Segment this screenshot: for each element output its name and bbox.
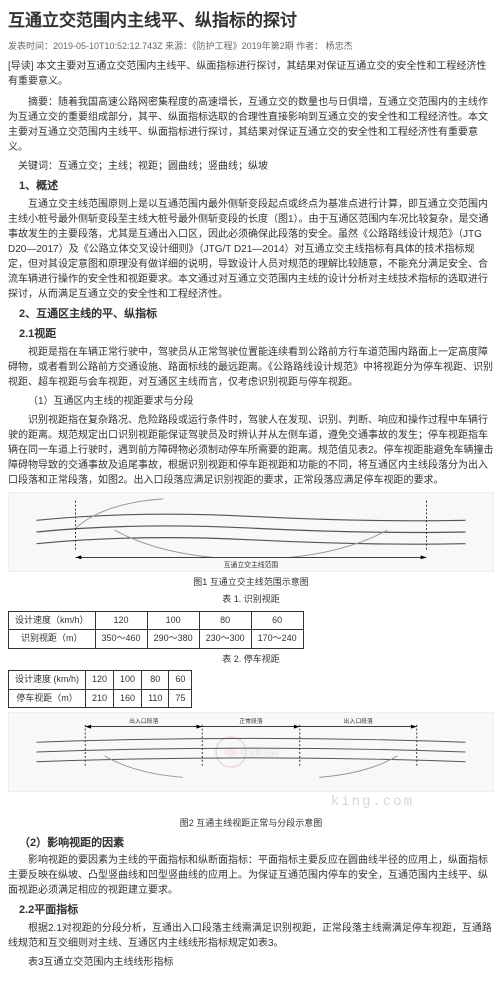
section-21-heading: 2.1视距	[8, 326, 494, 343]
table-cell: 170～240	[251, 630, 303, 649]
table-cell: 60	[251, 611, 303, 630]
table-1: 设计速度（km/h） 120 100 80 60 识别视距（m） 350～460…	[8, 611, 304, 649]
table-cell: 停车视距（m）	[9, 689, 86, 708]
table-2: 设计速度 (km/h) 120 100 80 60 停车视距（m） 210 16…	[8, 670, 192, 708]
table-cell: 120	[95, 611, 147, 630]
meta-line: 发表时间：2019-05-10T10:52:12.743Z 来源：《防护工程》2…	[8, 40, 494, 54]
table-cell: 210	[86, 689, 114, 708]
section-2-heading: 2、互通区主线的平、纵指标	[8, 306, 494, 323]
guide-line: [导读] 本文主要对互通立交范围内主线平、纵面指标进行探讨，其结果对保证互通立交…	[8, 59, 494, 89]
section-21-p2: （1）互通区内主线的视距要求与分段	[8, 394, 494, 409]
table-cell: 60	[169, 671, 192, 690]
table-cell: 230～300	[199, 630, 251, 649]
section-23-p2: 表3互通立交范围内主线线形指标	[8, 955, 494, 970]
figure-1: 互通立交主线范围	[8, 492, 494, 572]
page-title: 互通立交范围内主线平、纵指标的探讨	[8, 8, 494, 34]
table-row: 停车视距（m） 210 160 110 75	[9, 689, 192, 708]
table-cell: 100	[114, 671, 142, 690]
figure-1-caption: 图1 互通立交主线范围示意图	[8, 576, 494, 590]
table-cell: 120	[86, 671, 114, 690]
table-1-title: 表 1. 识别视距	[8, 593, 494, 607]
fig1-label: 互通立交主线范围	[224, 560, 279, 569]
section-23-heading: 2.2平面指标	[8, 902, 494, 919]
section-1-p1: 互通立交主线范围原则上是以互通范围内最外侧斩变段起点或终点为基准点进行计算，即互…	[8, 197, 494, 302]
section-1-heading: 1、概述	[8, 178, 494, 195]
figure-2-caption: 图2 互通主线视距正常与分段示意图	[8, 817, 494, 831]
watermark-url: king.com	[8, 792, 414, 813]
section-22-heading: （2）影响视距的因素	[8, 835, 494, 852]
section-23-p1: 根据2.1对视距的分段分析，互通出入口段落主线需满足识别视距，正常段落主线需满足…	[8, 921, 494, 951]
table-row: 设计速度 (km/h) 120 100 80 60	[9, 671, 192, 690]
table-cell: 350～460	[95, 630, 147, 649]
svg-text:正常段落: 正常段落	[239, 717, 263, 725]
table-cell: 识别视距（m）	[9, 630, 96, 649]
table-cell: 100	[147, 611, 199, 630]
table-row: 设计速度（km/h） 120 100 80 60	[9, 611, 304, 630]
table-cell: 110	[142, 689, 169, 708]
table-cell: 设计速度 (km/h)	[9, 671, 86, 690]
abstract: 摘要：随着我国高速公路网密集程度的高速增长，互通立交的数量也与日俱增，互通立交范…	[8, 95, 494, 155]
table-cell: 290～380	[147, 630, 199, 649]
section-21-p1: 视距是指在车辆正常行驶中，驾驶员从正常驾驶位置能连续看到公路前方行车道范围内路面…	[8, 345, 494, 390]
table-cell: 80	[199, 611, 251, 630]
section-22-p1: 影响视距的要因素为主线的平面指标和纵断面指标：平面指标主要反应在圆曲线半径的应用…	[8, 853, 494, 898]
table-2-title: 表 2. 停车视距	[8, 653, 494, 667]
section-21-p3: 识别视距指在复杂路况、危险路段或运行条件时，驾驶人在发现、识别、判断、响应和操作…	[8, 413, 494, 488]
svg-text:出入口段落: 出入口段落	[129, 717, 158, 725]
figure-2: 出入口段落 正常段落 出入口段落 中国期刊网	[8, 712, 494, 792]
table-cell: 80	[142, 671, 169, 690]
table-cell: 160	[114, 689, 142, 708]
table-cell: 设计速度（km/h）	[9, 611, 96, 630]
svg-text:出入口段落: 出入口段落	[344, 717, 373, 725]
table-row: 识别视距（m） 350～460 290～380 230～300 170～240	[9, 630, 304, 649]
table-cell: 75	[169, 689, 192, 708]
keywords: 关键词：互通立交；主线；视距；圆曲线；竖曲线；纵坡	[8, 159, 494, 174]
